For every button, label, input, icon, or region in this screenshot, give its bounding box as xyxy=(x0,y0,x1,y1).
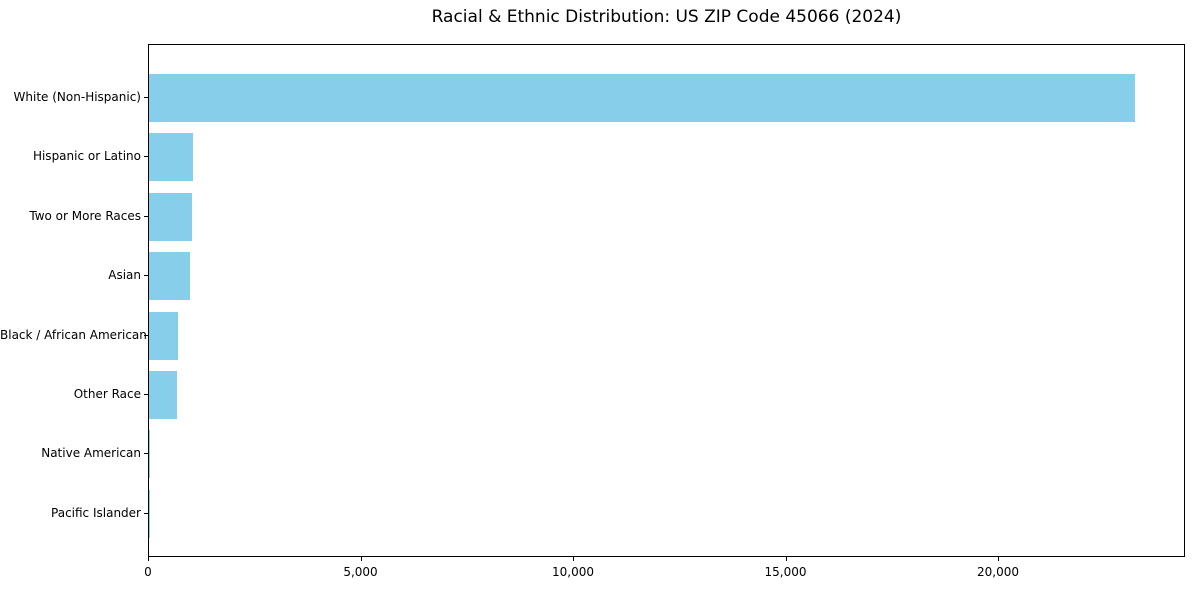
y-tick-mark xyxy=(144,275,148,277)
y-tick-label-other-race: Other Race xyxy=(73,387,141,401)
y-tick-mark xyxy=(144,215,148,217)
bar-white-non-hispanic xyxy=(149,74,1135,122)
bar-asian xyxy=(149,252,190,301)
y-tick-mark xyxy=(144,453,148,455)
x-tick-mark xyxy=(573,557,574,561)
x-tick-mark xyxy=(148,557,149,561)
x-tick-mark xyxy=(998,557,999,561)
y-tick-mark xyxy=(144,334,148,336)
y-tick-mark xyxy=(144,394,148,395)
y-tick-label-two-or-more-races: Two or More Races xyxy=(29,208,141,223)
y-tick-label-hispanic-or-latino: Hispanic or Latino xyxy=(32,149,141,164)
x-tick-label-15-000: 15,000 xyxy=(764,565,807,579)
chart-title: Racial & Ethnic Distribution: US ZIP Cod… xyxy=(431,7,902,27)
bar-hispanic-or-latino xyxy=(149,133,194,182)
y-tick-mark xyxy=(144,97,148,98)
bar-two-or-more-races xyxy=(149,192,192,241)
y-tick-label-native-american: Native American xyxy=(41,446,141,461)
x-tick-mark xyxy=(785,557,787,561)
y-tick-label-asian: Asian xyxy=(108,268,141,283)
y-tick-label-pacific-islander: Pacific Islander xyxy=(51,505,141,520)
bar-black-african-american xyxy=(149,311,178,360)
bar-other-race xyxy=(149,371,177,419)
x-tick-label-10-000: 10,000 xyxy=(552,565,594,579)
x-tick-label-20-000: 20,000 xyxy=(977,565,1019,579)
x-tick-mark xyxy=(360,557,362,561)
bar-native-american xyxy=(149,430,151,479)
y-tick-mark xyxy=(144,156,148,158)
x-tick-label-0: 0 xyxy=(144,565,152,579)
plot-area xyxy=(148,44,1185,557)
y-tick-label-white-non-hispanic: White (Non-Hispanic) xyxy=(13,90,141,104)
y-tick-mark xyxy=(144,512,148,514)
y-tick-label-black-african-american: Black / African American xyxy=(0,327,147,342)
x-tick-label-5-000: 5,000 xyxy=(343,565,378,579)
